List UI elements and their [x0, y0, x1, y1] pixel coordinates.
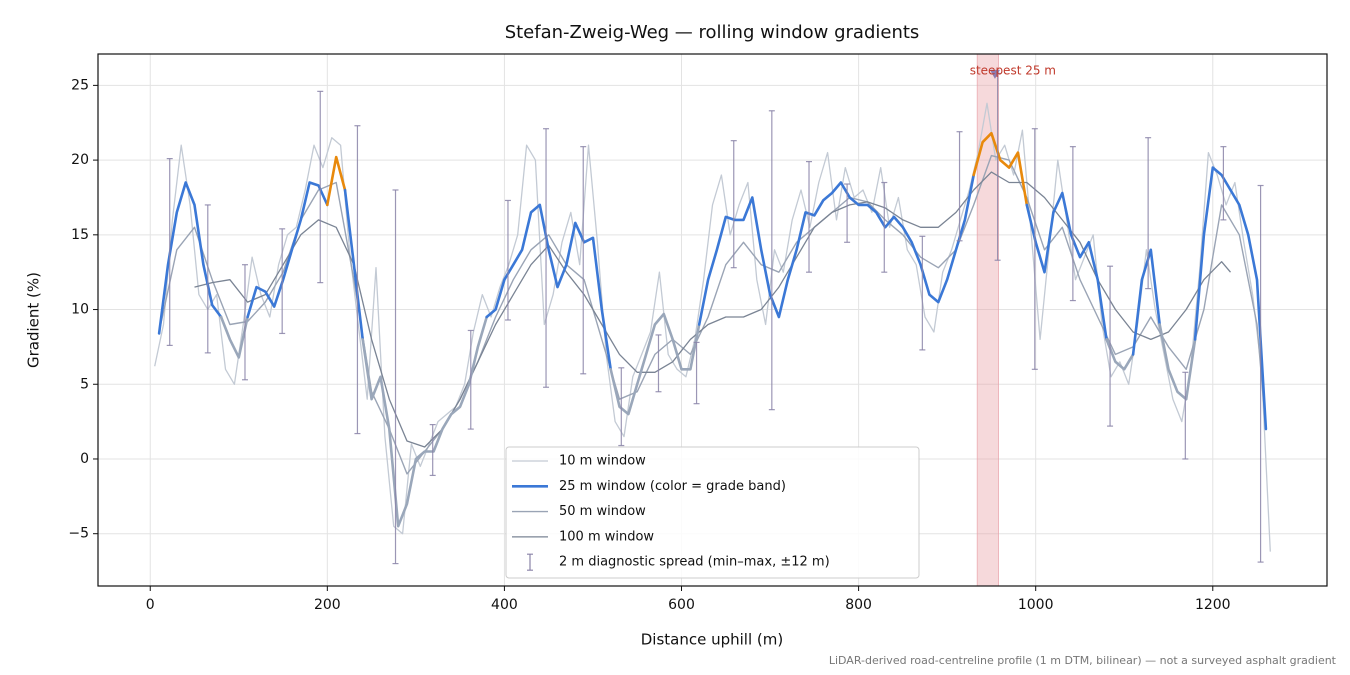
axes-frame	[97, 53, 1328, 587]
x-tick-label: 200	[314, 597, 341, 613]
error-bar	[429, 424, 436, 477]
annotation-text: steepest 25 m	[970, 64, 1056, 78]
line-series	[158, 154, 1267, 475]
x-axis-label: Distance uphill (m)	[641, 631, 783, 649]
error-bar	[919, 235, 926, 351]
y-tick-label: −5	[68, 526, 89, 542]
error-bar	[317, 90, 324, 284]
y-tick-label: 20	[71, 152, 89, 168]
line-25m-segment	[361, 315, 488, 528]
x-tick-label: 1000	[1018, 597, 1054, 613]
line-25m-segment	[246, 181, 329, 319]
x-tick-label: 1200	[1195, 597, 1231, 613]
chart-title: Stefan-Zweig-Weg — rolling window gradie…	[505, 22, 920, 43]
line-25m-segment	[1193, 166, 1268, 431]
line-25m-segment	[219, 315, 249, 359]
legend-label: 2 m diagnostic spread (min–max, ±12 m)	[559, 555, 830, 570]
line-25m-segment	[326, 155, 347, 207]
footnote: LiDAR-derived road-centreline profile (1…	[829, 654, 1337, 667]
y-tick-label: 0	[80, 451, 89, 467]
error-bar	[467, 329, 474, 430]
error-bar	[241, 264, 248, 381]
line-25m-segment	[1105, 338, 1135, 371]
error-bar	[1145, 137, 1152, 290]
line-25m-segment	[972, 131, 1029, 207]
error-bar	[504, 199, 511, 321]
error-bar	[881, 181, 888, 273]
x-tick-label: 800	[845, 597, 872, 613]
y-tick-label: 15	[71, 227, 89, 243]
line-25m-segment	[609, 312, 701, 416]
error-bar	[1182, 371, 1189, 460]
y-axis-label: Gradient (%)	[25, 272, 43, 368]
y-tick-label: 25	[71, 77, 89, 93]
legend-label: 50 m window	[559, 504, 646, 519]
error-bar	[1257, 184, 1264, 563]
error-bar	[655, 334, 662, 393]
error-bar	[1107, 265, 1114, 427]
x-tick-label: 600	[668, 597, 695, 613]
error-bar	[166, 158, 173, 347]
steepest-span	[976, 54, 999, 586]
error-bar	[730, 140, 737, 269]
legend-label: 10 m window	[559, 454, 646, 469]
error-bar	[693, 341, 700, 405]
error-bar	[392, 189, 399, 565]
line-25m-segment	[343, 188, 364, 341]
legend-box	[505, 446, 920, 579]
line-25m-segment	[1158, 323, 1197, 401]
legend-swatch	[527, 553, 533, 571]
x-tick-label: 0	[146, 597, 155, 613]
line-25m-segment	[697, 173, 975, 326]
error-bar	[844, 183, 851, 243]
legend-label: 25 m window (color = grade band)	[559, 479, 786, 494]
line-series	[194, 171, 1231, 448]
line-25m-segment	[1131, 248, 1161, 356]
error-bar	[806, 160, 813, 273]
error-bar	[580, 146, 587, 375]
error-bar	[768, 110, 775, 411]
error-bar	[956, 131, 963, 242]
plot-layer	[98, 54, 1327, 586]
error-bar	[1031, 128, 1038, 370]
legend-label: 100 m window	[559, 529, 654, 544]
x-tick-label: 400	[491, 597, 518, 613]
line-series	[154, 102, 1271, 552]
y-tick-label: 10	[71, 302, 89, 318]
error-bar	[618, 367, 625, 447]
error-bar	[543, 128, 550, 388]
steepest-marker	[989, 69, 1000, 79]
error-bar	[204, 204, 211, 354]
error-bar	[279, 228, 286, 335]
error-bar	[1069, 146, 1076, 302]
y-tick-label: 5	[80, 376, 89, 392]
error-bar	[1220, 146, 1227, 221]
error-bar	[354, 125, 361, 435]
line-25m-segment	[1025, 191, 1108, 341]
